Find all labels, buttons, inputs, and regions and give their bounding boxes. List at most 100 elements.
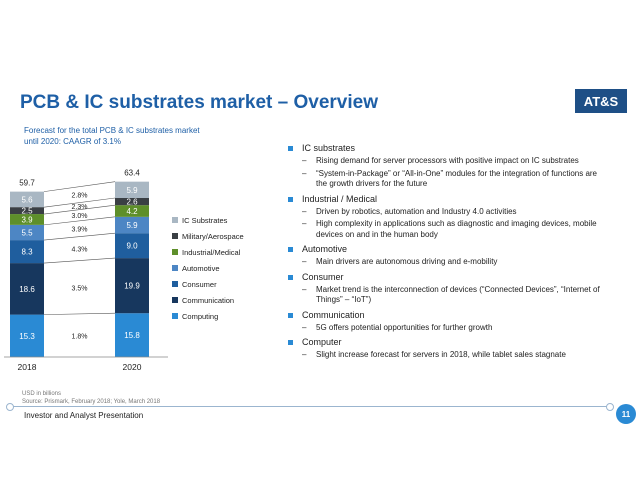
x-tick-label: 2018 xyxy=(18,362,37,372)
bullet-subitem: – “System-in-Package” or “All-in-One” mod… xyxy=(288,169,608,190)
bullet-subitem-text: Market trend is the interconnection of d… xyxy=(316,284,600,305)
bullet-list: IC substrates – Rising demand for server p… xyxy=(288,139,608,361)
bar-segment xyxy=(10,263,44,315)
dash-icon: – xyxy=(302,206,307,216)
page-number: 11 xyxy=(616,404,636,424)
bar-value-label: 4.2 xyxy=(126,207,138,216)
bar-value-label: 8.3 xyxy=(21,248,33,257)
legend-entry: IC Substrates xyxy=(182,216,228,225)
legend-entry: Consumer xyxy=(182,280,217,289)
legend-entry: Communication xyxy=(182,296,234,305)
connector-line xyxy=(43,257,116,264)
bar-value-label: 19.9 xyxy=(124,282,140,291)
legend-swatch xyxy=(172,281,178,287)
legend-entry: Military/Aerospace xyxy=(182,232,244,241)
bullet-subitem-text: Rising demand for server processors with… xyxy=(316,156,579,165)
bar-value-label: 2.6 xyxy=(126,198,138,207)
bar-value-label: 15.8 xyxy=(124,331,140,340)
bar-value-label: 2.5 xyxy=(21,207,33,216)
legend-swatch xyxy=(172,297,178,303)
bullet-subitem: – High complexity in applications such as… xyxy=(288,219,608,240)
bar-value-label: 9.0 xyxy=(126,242,138,251)
bar-segment xyxy=(115,313,149,357)
bar-value-label: 5.9 xyxy=(126,186,138,195)
bar-segment xyxy=(115,198,149,206)
bullet-item: Consumer xyxy=(288,272,608,283)
bullet-subitem: – Slight increase forecast for servers in… xyxy=(288,350,608,361)
connector-line xyxy=(43,216,116,226)
legend-swatch xyxy=(172,313,178,319)
dash-icon: – xyxy=(302,284,307,294)
legend-entry: Industrial/Medical xyxy=(182,248,241,257)
growth-rate-label: 1.8% xyxy=(72,333,88,340)
bar-segment xyxy=(115,216,149,234)
bullet-subitem-text: Main drivers are autonomous driving and … xyxy=(316,257,498,266)
bar-segment xyxy=(10,314,44,357)
bar-segment xyxy=(115,205,149,217)
growth-rate-label: 3.0% xyxy=(72,213,88,220)
bar-segment xyxy=(10,224,44,241)
x-tick-label: 2020 xyxy=(123,362,142,372)
bullet-subitem: – Rising demand for server processors wit… xyxy=(288,156,608,167)
growth-rate-label: 2.3% xyxy=(72,204,88,211)
bar-segment xyxy=(10,240,44,264)
dash-icon: – xyxy=(302,156,307,165)
growth-rate-label: 3.9% xyxy=(72,227,88,234)
connector-line xyxy=(43,312,116,315)
bar-segment xyxy=(10,207,44,215)
connector-line xyxy=(43,197,116,208)
footer-text: Investor and Analyst Presentation xyxy=(24,411,144,420)
connector-line xyxy=(43,204,116,215)
dash-icon: – xyxy=(302,350,307,359)
growth-rate-label: 2.8% xyxy=(72,193,88,200)
ats-logo: AT&S xyxy=(575,89,627,113)
bullet-item: IC substrates xyxy=(288,143,608,154)
bullet-item: Communication xyxy=(288,310,608,321)
subtitle-line-1: Forecast for the total PCB & IC substrat… xyxy=(24,126,200,135)
bar-segment xyxy=(10,191,44,208)
legend-entry: Computing xyxy=(182,312,218,321)
legend-swatch xyxy=(172,265,178,271)
bullet-subitem-text: High complexity in applications such as … xyxy=(316,219,597,239)
bullet-item: Automotive xyxy=(288,244,608,255)
connector-line xyxy=(43,181,116,192)
bullet-subitem: –5G offers potential opportunities for f… xyxy=(288,323,608,334)
unit-note: USD in billions xyxy=(22,391,61,397)
legend-swatch xyxy=(172,249,178,255)
bar-value-label: 18.6 xyxy=(19,285,35,294)
bar-value-label: 15.3 xyxy=(19,332,35,341)
stacked-bar-chart: 15.3 18.6 8.3 5.5 3.92.5 5.6 59.7 2018 15.8 19.9 9… xyxy=(4,169,244,405)
legend-swatch xyxy=(172,233,178,239)
bullet-subitem: – Driven by robotics, automation and Indu… xyxy=(288,207,608,218)
bar-segment xyxy=(10,214,44,225)
growth-rate-label: 3.5% xyxy=(72,285,88,292)
bullet-subitem: – Main drivers are autonomous driving and… xyxy=(288,257,608,268)
bar-total-label: 63.4 xyxy=(124,169,140,178)
growth-rate-label: 4.3% xyxy=(72,247,88,254)
slide-title: PCB & IC substrates market – Overview xyxy=(20,92,378,113)
bar-segment xyxy=(115,181,149,199)
bar-value-label: 3.9 xyxy=(21,215,33,224)
bullet-subitem: – Market trend is the interconnection of … xyxy=(288,285,608,306)
bar-segment xyxy=(115,258,149,314)
legend-swatch xyxy=(172,217,178,223)
dash-icon: – xyxy=(302,219,307,228)
bar-segment xyxy=(115,233,149,259)
bar-total-label: 59.7 xyxy=(19,179,35,188)
bullet-subitem-text: “System-in-Package” or “All-in-One” modu… xyxy=(316,168,598,189)
bar-value-label: 5.9 xyxy=(126,221,138,230)
dash-icon: – xyxy=(302,168,307,178)
bar-value-label: 5.6 xyxy=(21,195,33,204)
chart-subtitle: Forecast for the total PCB & IC substrat… xyxy=(24,125,224,147)
bar-value-label: 5.5 xyxy=(21,228,33,237)
bullet-item: Computer xyxy=(288,337,608,348)
source-note: Source: Prismark, February 2018; Yole, M… xyxy=(22,399,161,405)
dash-icon: – xyxy=(302,257,307,266)
bullet-subitem-text: Slight increase forecast for servers in … xyxy=(316,350,566,359)
legend-entry: Automotive xyxy=(182,264,220,273)
dash-icon: – xyxy=(302,322,307,332)
bullet-subitem-text: 5G offers potential opportunities for fu… xyxy=(316,322,493,332)
footer-dot-left xyxy=(6,403,14,411)
connector-line xyxy=(43,232,116,241)
bullet-subitem-text: Driven by robotics, automation and Indus… xyxy=(316,206,517,216)
